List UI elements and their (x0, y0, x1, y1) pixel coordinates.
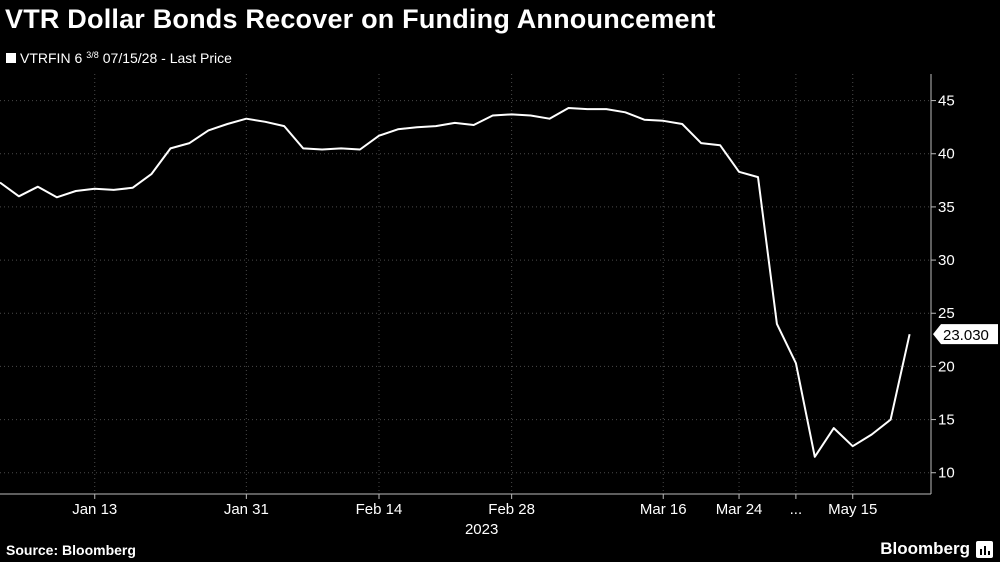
brand-name: Bloomberg (880, 539, 970, 558)
chart-title: VTR Dollar Bonds Recover on Funding Anno… (5, 4, 716, 34)
brand: Bloomberg (880, 539, 993, 559)
x-tick-label-2: Feb 14 (356, 501, 403, 518)
x-tick-label-6: ... (790, 501, 803, 518)
y-tick-label-40: 40 (938, 146, 955, 163)
x-tick-label-0: Jan 13 (72, 501, 117, 518)
legend-fraction: 3/8 (86, 50, 99, 60)
legend: VTRFIN 6 3/8 07/15/28 - Last Price (6, 50, 232, 66)
legend-swatch (6, 53, 16, 63)
x-tick-label-1: Jan 31 (224, 501, 269, 518)
y-tick-label-25: 25 (938, 305, 955, 322)
y-tick-label-45: 45 (938, 93, 955, 110)
legend-suffix: 07/15/28 - Last Price (102, 50, 232, 66)
bloomberg-logo-icon (976, 540, 993, 558)
series-line (0, 107, 911, 458)
last-value-label: 23.030 (943, 327, 989, 344)
x-sublabel: 2023 (465, 521, 498, 538)
last-value-callout: 23.030 (933, 324, 998, 345)
series-group (0, 107, 911, 458)
x-tick-label-7: May 15 (828, 501, 877, 518)
grid (0, 74, 931, 494)
source-note: Source: Bloomberg (6, 542, 136, 558)
axes (0, 74, 936, 499)
y-tick-label-20: 20 (938, 358, 955, 375)
y-tick-label-10: 10 (938, 465, 955, 482)
x-tick-label-4: Mar 16 (640, 501, 687, 518)
y-tick-label-30: 30 (938, 252, 955, 269)
x-tick-label-3: Feb 28 (488, 501, 535, 518)
x-tick-label-5: Mar 24 (716, 501, 763, 518)
y-tick-label-15: 15 (938, 412, 955, 429)
y-tick-label-35: 35 (938, 199, 955, 216)
tick-labels: 10 15 20 25 30 35 40 45 Jan 13 Jan 31 Feb 14 Feb 28… (72, 93, 998, 538)
last-value-box (933, 324, 998, 345)
legend-prefix: VTRFIN 6 (20, 50, 83, 66)
